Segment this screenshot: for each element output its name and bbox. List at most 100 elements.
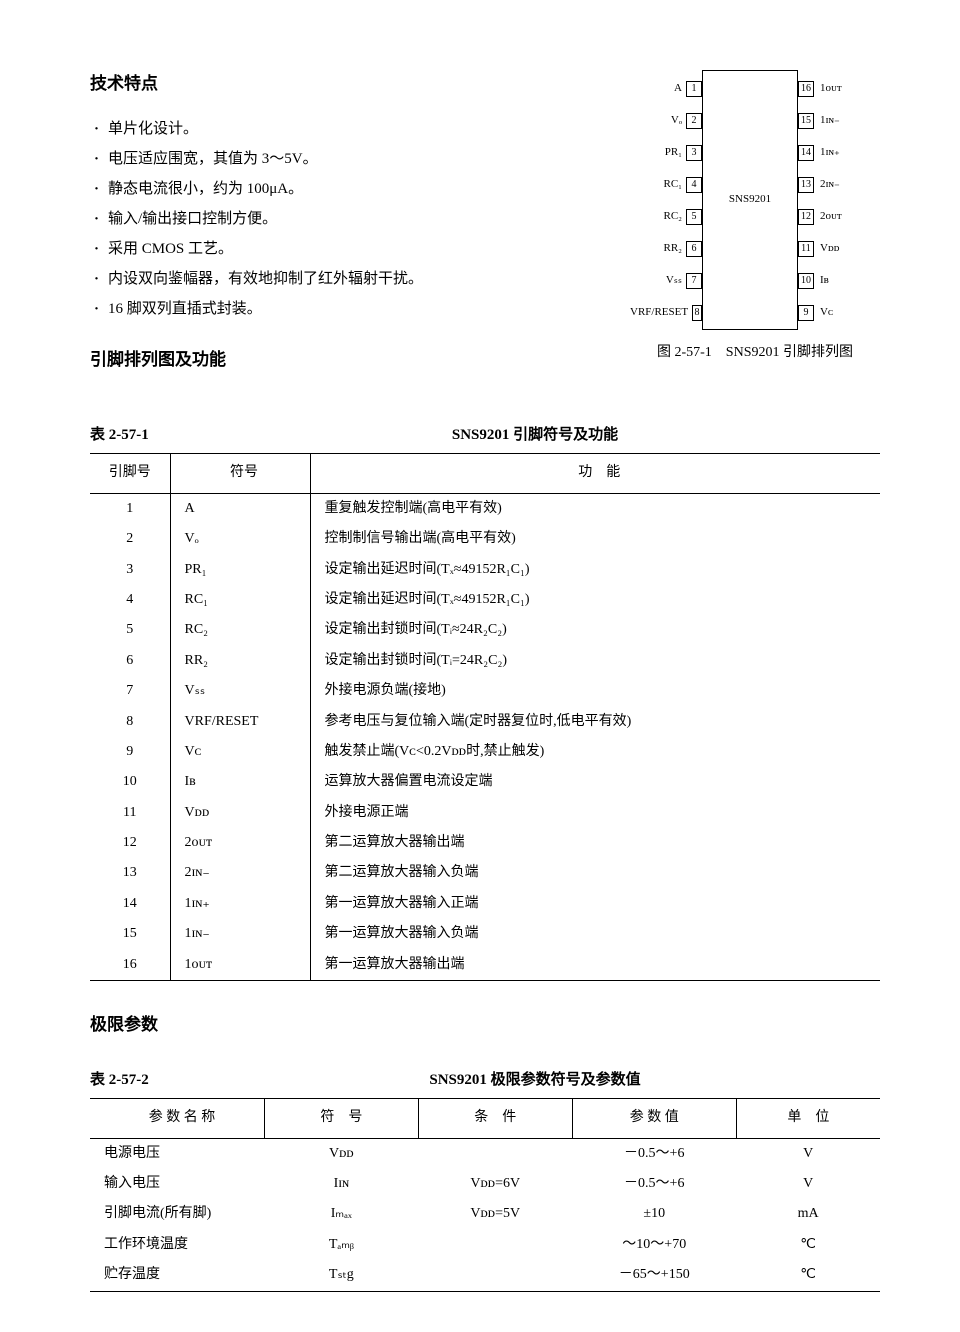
table-cell bbox=[418, 1260, 572, 1291]
pin-box: 16 bbox=[798, 81, 814, 97]
table-cell: 控制制信号输出端(高电平有效) bbox=[310, 524, 880, 554]
feature-item: 电压适应围宽，其值为 3～5V。 bbox=[108, 147, 600, 171]
limit-th: 单 位 bbox=[736, 1099, 880, 1138]
pin-box: 8 bbox=[692, 305, 702, 321]
pin-label: Vₛₛ bbox=[630, 272, 686, 290]
limit-th: 参 数 名 称 bbox=[90, 1099, 264, 1138]
table-cell: 12 bbox=[90, 828, 170, 858]
pin-label: 1ɪɴ₋ bbox=[814, 112, 870, 130]
table-cell: RC₁ bbox=[170, 585, 310, 615]
table-cell: 工作环境温度 bbox=[90, 1230, 264, 1260]
pin-box: 3 bbox=[686, 145, 702, 161]
table-cell: 第一运算放大器输出端 bbox=[310, 950, 880, 981]
table-cell: 触发禁止端(Vᴄ<0.2Vᴅᴅ时,禁止触发) bbox=[310, 737, 880, 767]
table-row: 132ɪɴ₋第二运算放大器输入负端 bbox=[90, 858, 880, 888]
table-cell: 第二运算放大器输入负端 bbox=[310, 858, 880, 888]
table-cell: 贮存温度 bbox=[90, 1260, 264, 1291]
table-cell: 4 bbox=[90, 585, 170, 615]
limit-table-no: 表 2-57-2 bbox=[90, 1068, 290, 1092]
table-cell: 5 bbox=[90, 615, 170, 645]
table-cell: 第一运算放大器输入负端 bbox=[310, 919, 880, 949]
table-cell: 15 bbox=[90, 919, 170, 949]
table-row: 输入电压IɪɴVᴅᴅ=6V－0.5～+6V bbox=[90, 1169, 880, 1199]
table-cell: ℃ bbox=[736, 1230, 880, 1260]
table-cell: V bbox=[736, 1169, 880, 1199]
table-cell: Iɪɴ bbox=[264, 1169, 418, 1199]
table-row: 7Vₛₛ外接电源负端(接地) bbox=[90, 676, 880, 706]
table-cell: －0.5～+6 bbox=[572, 1138, 736, 1169]
limit-table: 参 数 名 称 符 号 条 件 参 数 值 单 位 电源电压Vᴅᴅ－0.5～+6… bbox=[90, 1098, 880, 1291]
table-cell: 运算放大器偏置电流设定端 bbox=[310, 767, 880, 797]
table-cell: 6 bbox=[90, 646, 170, 676]
table-cell: Vₒ bbox=[170, 524, 310, 554]
limit-th: 参 数 值 bbox=[572, 1099, 736, 1138]
table-cell: Tₛₜg bbox=[264, 1260, 418, 1291]
table-cell: ～10～+70 bbox=[572, 1230, 736, 1260]
table-cell bbox=[418, 1230, 572, 1260]
table-cell: V bbox=[736, 1138, 880, 1169]
pin-label: Iʙ bbox=[814, 272, 870, 290]
pin-label: Vₒ bbox=[630, 112, 686, 130]
table-cell: 第一运算放大器输入正端 bbox=[310, 889, 880, 919]
table-row: 161ᴏᴜᴛ第一运算放大器输出端 bbox=[90, 950, 880, 981]
pin-label: RR₂ bbox=[630, 240, 686, 258]
table-cell: 14 bbox=[90, 889, 170, 919]
diagram-caption: 图 2-57-1 SNS9201 引脚排列图 bbox=[630, 342, 880, 364]
table-row: 6RR₂设定输出封锁时间(Tᵢ=24R₂C₂) bbox=[90, 646, 880, 676]
feature-item: 内设双向鉴幅器，有效地抑制了红外辐射干扰。 bbox=[108, 267, 600, 291]
table-cell bbox=[418, 1138, 572, 1169]
table-cell: Vₛₛ bbox=[170, 676, 310, 706]
table-cell: 13 bbox=[90, 858, 170, 888]
table-cell: 重复触发控制端(高电平有效) bbox=[310, 493, 880, 524]
table-cell: －65～+150 bbox=[572, 1260, 736, 1291]
table-cell: ±10 bbox=[572, 1199, 736, 1229]
features-heading: 技术特点 bbox=[90, 70, 600, 97]
table-row: 3PR₁设定输出延迟时间(Tₓ≈49152R₁C₁) bbox=[90, 555, 880, 585]
pin-th: 符号 bbox=[170, 454, 310, 493]
table-cell: 10 bbox=[90, 767, 170, 797]
pin-table-title: SNS9201 引脚符号及功能 bbox=[290, 423, 880, 447]
table-cell: 7 bbox=[90, 676, 170, 706]
pin-label: Vᴄ bbox=[814, 304, 870, 322]
pin-th: 引脚号 bbox=[90, 454, 170, 493]
pin-label: 1ɪɴ₊ bbox=[814, 144, 870, 162]
table-cell: 设定输出封锁时间(Tᵢ≈24R₂C₂) bbox=[310, 615, 880, 645]
pin-table: 引脚号 符号 功 能 1A重复触发控制端(高电平有效)2Vₒ控制制信号输出端(高… bbox=[90, 453, 880, 981]
pinout-heading: 引脚排列图及功能 bbox=[90, 346, 600, 373]
table-cell: mA bbox=[736, 1199, 880, 1229]
feature-item: 单片化设计。 bbox=[108, 117, 600, 141]
table-cell: RC₂ bbox=[170, 615, 310, 645]
table-cell: 3 bbox=[90, 555, 170, 585]
table-cell: 外接电源正端 bbox=[310, 798, 880, 828]
table-cell: Vᴅᴅ=6V bbox=[418, 1169, 572, 1199]
table-row: 电源电压Vᴅᴅ－0.5～+6V bbox=[90, 1138, 880, 1169]
pin-box: 1 bbox=[686, 81, 702, 97]
table-cell: 9 bbox=[90, 737, 170, 767]
feature-item: 静态电流很小，约为 100μA。 bbox=[108, 177, 600, 201]
table-row: 141ɪɴ₊第一运算放大器输入正端 bbox=[90, 889, 880, 919]
table-row: 8VRF/RESET参考电压与复位输入端(定时器复位时,低电平有效) bbox=[90, 707, 880, 737]
table-cell: Tₐₘᵦ bbox=[264, 1230, 418, 1260]
pin-label: Vᴅᴅ bbox=[814, 240, 870, 258]
table-cell: －0.5～+6 bbox=[572, 1169, 736, 1199]
table-cell: 2ᴏᴜᴛ bbox=[170, 828, 310, 858]
table-cell: 引脚电流(所有脚) bbox=[90, 1199, 264, 1229]
table-cell: RR₂ bbox=[170, 646, 310, 676]
table-cell: 设定输出封锁时间(Tᵢ=24R₂C₂) bbox=[310, 646, 880, 676]
pin-box: 15 bbox=[798, 113, 814, 129]
limit-table-title: SNS9201 极限参数符号及参数值 bbox=[290, 1068, 880, 1092]
pin-box: 9 bbox=[798, 305, 814, 321]
pin-label: RC₂ bbox=[630, 208, 686, 226]
table-cell: 参考电压与复位输入端(定时器复位时,低电平有效) bbox=[310, 707, 880, 737]
pin-box: 5 bbox=[686, 209, 702, 225]
table-row: 2Vₒ控制制信号输出端(高电平有效) bbox=[90, 524, 880, 554]
table-cell: A bbox=[170, 493, 310, 524]
pin-table-no: 表 2-57-1 bbox=[90, 423, 290, 447]
table-cell: 1ɪɴ₋ bbox=[170, 919, 310, 949]
features-list: 单片化设计。 电压适应围宽，其值为 3～5V。 静态电流很小，约为 100μA。… bbox=[90, 117, 600, 321]
table-cell: 11 bbox=[90, 798, 170, 828]
table-cell: PR₁ bbox=[170, 555, 310, 585]
table-cell: 输入电压 bbox=[90, 1169, 264, 1199]
table-cell: ℃ bbox=[736, 1260, 880, 1291]
table-cell: 8 bbox=[90, 707, 170, 737]
